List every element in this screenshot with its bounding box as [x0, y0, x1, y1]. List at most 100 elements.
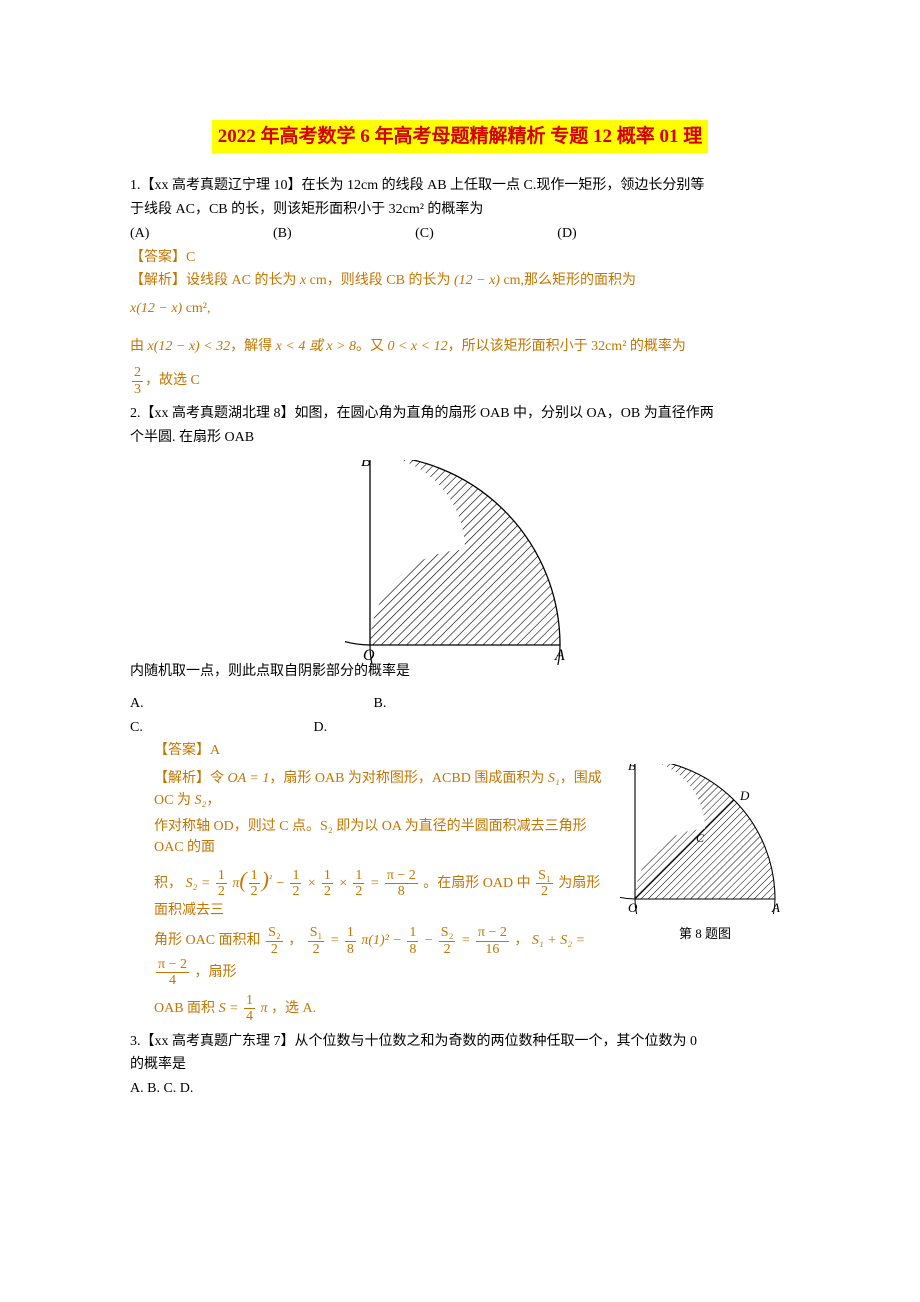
- eq4-frac: 14: [244, 993, 255, 1025]
- q1-area: x(12 − x) cm²,: [130, 298, 790, 320]
- eq1-f2: 12: [290, 868, 301, 900]
- q1-answer-val: C: [186, 250, 195, 265]
- q2-figure-main: O A B: [345, 460, 575, 665]
- q3-opts: A. B. C. D.: [130, 1078, 790, 1100]
- n: 1: [345, 925, 356, 941]
- solution-label: 【解析】: [130, 273, 186, 288]
- q2-stem-l1: 2.【xx 高考真题湖北理 8】如图，在圆心角为直角的扇形 OAB 中，分别以 …: [130, 403, 790, 425]
- q2-opts-ab: A. B.: [130, 693, 790, 715]
- q2-opt-b: B.: [374, 696, 387, 711]
- d: 2: [249, 884, 260, 899]
- d: 4: [156, 973, 189, 988]
- q1-opt-d: (D): [557, 223, 576, 245]
- n: S₁: [536, 868, 553, 884]
- eq1-minus: −: [276, 876, 289, 891]
- q1-sol-txt-1b: cm，则线段 CB 的长为: [306, 273, 454, 288]
- eq1-f4: 12: [353, 868, 364, 900]
- eq2-f3: S₂2: [439, 925, 456, 957]
- q2-s2: S₂: [194, 793, 206, 808]
- fig1-label-b: B: [361, 460, 371, 470]
- eq-s2half: S₂2: [266, 925, 283, 957]
- q1-area-expr: x(12 − x): [130, 301, 182, 316]
- n: π − 2: [385, 868, 418, 884]
- d: 8: [345, 942, 356, 957]
- eq1-lhs: S₂ =: [186, 876, 214, 891]
- q1-area-unit: cm²,: [182, 301, 210, 316]
- q2-sol1d: ，: [206, 793, 220, 808]
- q1-stem-l1: 1.【xx 高考真题辽宁理 10】在长为 12cm 的线段 AB 上任取一点 C…: [130, 175, 790, 197]
- q1-options: (A) (B) (C) (D): [130, 223, 790, 245]
- answer-label: 【答案】: [130, 250, 186, 265]
- d: 2: [266, 942, 283, 957]
- eq3-res: π − 24: [156, 957, 189, 989]
- d: 2: [308, 942, 325, 957]
- q1-frac-num: 2: [132, 365, 143, 381]
- n: 1: [249, 868, 260, 884]
- solution-label: 【解析】: [154, 771, 210, 786]
- q2-sol5b: ，选 A.: [271, 1001, 316, 1016]
- eq1-t1: ×: [307, 876, 320, 891]
- eq-s1half: S₁2: [536, 868, 553, 900]
- q2-sol3b: 。在扇形 OAD 中: [423, 876, 534, 891]
- q2-opt-a: A.: [130, 693, 370, 715]
- q2-opt-d: D.: [314, 720, 328, 735]
- q1-sol-3b: ，解得: [230, 339, 276, 354]
- n: 1: [407, 925, 418, 941]
- n: 1: [322, 868, 333, 884]
- eq2-m2: −: [424, 933, 437, 948]
- eq2-pi1: π(1)² −: [361, 933, 405, 948]
- q2-side-figure: O A B D C: [620, 764, 790, 914]
- eq2-res: π − 216: [476, 925, 509, 957]
- svg-text:C: C: [696, 831, 705, 845]
- q3-stem-l1: 3.【xx 高考真题广东理 7】从个位数与十位数之和为奇数的两位数种任取一个，其…: [130, 1031, 790, 1053]
- q1-stem-l2: 于线段 AC，CB 的长，则该矩形面积小于 32cm² 的概率为: [130, 199, 790, 221]
- q1-answer: 【答案】C: [130, 247, 790, 269]
- n: 1: [244, 993, 255, 1009]
- n: S₂: [266, 925, 283, 941]
- q2-ans-val: A: [210, 743, 220, 758]
- q1-frac-den: 3: [132, 382, 143, 397]
- eq2-eq: =: [330, 933, 343, 948]
- q1-sol-4: ，故选 C: [145, 373, 200, 388]
- d: 2: [216, 884, 227, 899]
- eq1-f3: 12: [322, 868, 333, 900]
- q1-sol-3c: 。又: [356, 339, 388, 354]
- eq1-parr: ): [262, 867, 269, 892]
- q1-sol-txt-1c: cm,那么矩形的面积为: [500, 273, 636, 288]
- q1-opt-c: (C): [415, 223, 434, 245]
- eq4-pi: π: [261, 1001, 268, 1016]
- n: S₂: [439, 925, 456, 941]
- q2-sol4a: 角形 OAC 面积和: [154, 933, 264, 948]
- q2-side-figure-wrap: O A B D C 第 8 题图: [620, 764, 790, 944]
- q2-figtext: 内随机取一点，则此点取自阴影部分的概率是: [130, 664, 410, 679]
- q1-ineq: x(12 − x) < 32: [148, 339, 231, 354]
- eq1-eq: =: [370, 876, 383, 891]
- q1-solution-l4: 2 3 ，故选 C: [130, 365, 790, 397]
- q2-side-caption: 第 8 题图: [620, 924, 790, 944]
- q2-sol3a: 积，: [154, 876, 182, 891]
- n: π − 2: [156, 957, 189, 973]
- q1-res: x < 4 或 x > 8: [276, 339, 356, 354]
- n: 1: [290, 868, 301, 884]
- d: 8: [385, 884, 418, 899]
- d: 2: [536, 884, 553, 899]
- d: 8: [407, 942, 418, 957]
- d: 2: [353, 884, 364, 899]
- q2-sol4c: ，: [514, 933, 528, 948]
- q2-sol5a: OAB 面积: [154, 1001, 219, 1016]
- eq2-lhs: S₁2: [308, 925, 325, 957]
- q2-s1: S₁: [548, 771, 560, 786]
- q1-solution-l1: 【解析】设线段 AC 的长为 x cm，则线段 CB 的长为 (12 − x) …: [130, 270, 790, 292]
- q2-sol1a: 令: [210, 771, 228, 786]
- q2-sol-l5: OAB 面积 S = 14 π ，选 A.: [154, 993, 790, 1025]
- eq1-sq: ²: [269, 873, 272, 884]
- answer-label: 【答案】: [154, 743, 210, 758]
- q2-stem-l2: 个半圆. 在扇形 OAB: [130, 427, 790, 449]
- eq1-res: π − 28: [385, 868, 418, 900]
- n: 1: [353, 868, 364, 884]
- q1-opt-a: (A): [130, 223, 149, 245]
- q1-sol-3d: ，所以该矩形面积小于 32cm² 的概率为: [448, 339, 686, 354]
- svg-text:B: B: [628, 764, 636, 773]
- q3-stem-l2: 的概率是: [130, 1054, 790, 1076]
- q2-oa1: OA = 1: [228, 771, 270, 786]
